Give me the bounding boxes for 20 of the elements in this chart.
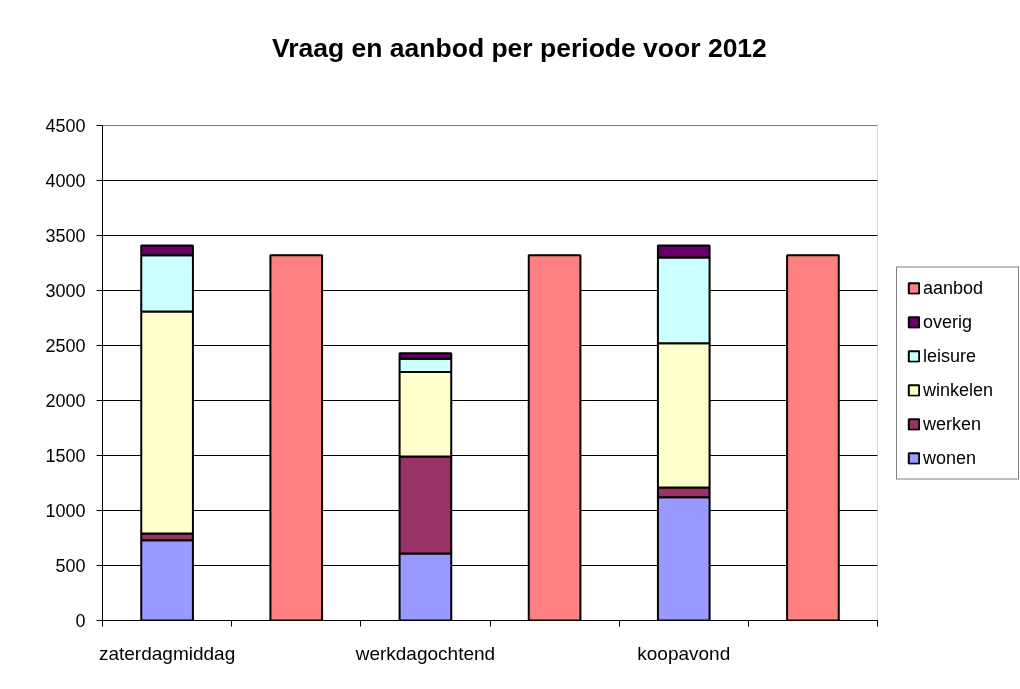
y-tick-label: 500	[55, 556, 86, 576]
x-tick-label: koopavond	[637, 642, 731, 664]
legend-label: werken	[923, 413, 983, 434]
y-tick-label: 1000	[45, 501, 86, 521]
chart-title: Vraag en aanbod per periode voor 2012	[272, 33, 767, 63]
legend-label: winkelen	[923, 379, 995, 400]
y-tick-label: 4500	[45, 116, 86, 136]
y-tick-label: 0	[75, 611, 86, 631]
legend-label: overig	[923, 311, 974, 332]
y-tick-label: 3500	[45, 226, 86, 246]
y-tick-label: 2000	[45, 391, 86, 411]
y-tick-label: 4000	[45, 171, 86, 191]
y-tick-label: 1500	[45, 446, 86, 466]
legend-label: aanbod	[923, 277, 985, 298]
legend-label: leisure	[923, 345, 978, 366]
x-tick-label: zaterdagmiddag	[98, 642, 236, 664]
y-tick-label: 2500	[45, 336, 86, 356]
x-tick-label: werkdagochtend	[354, 642, 496, 664]
y-tick-label: 3000	[45, 281, 86, 301]
legend-label: wonen	[923, 447, 978, 468]
